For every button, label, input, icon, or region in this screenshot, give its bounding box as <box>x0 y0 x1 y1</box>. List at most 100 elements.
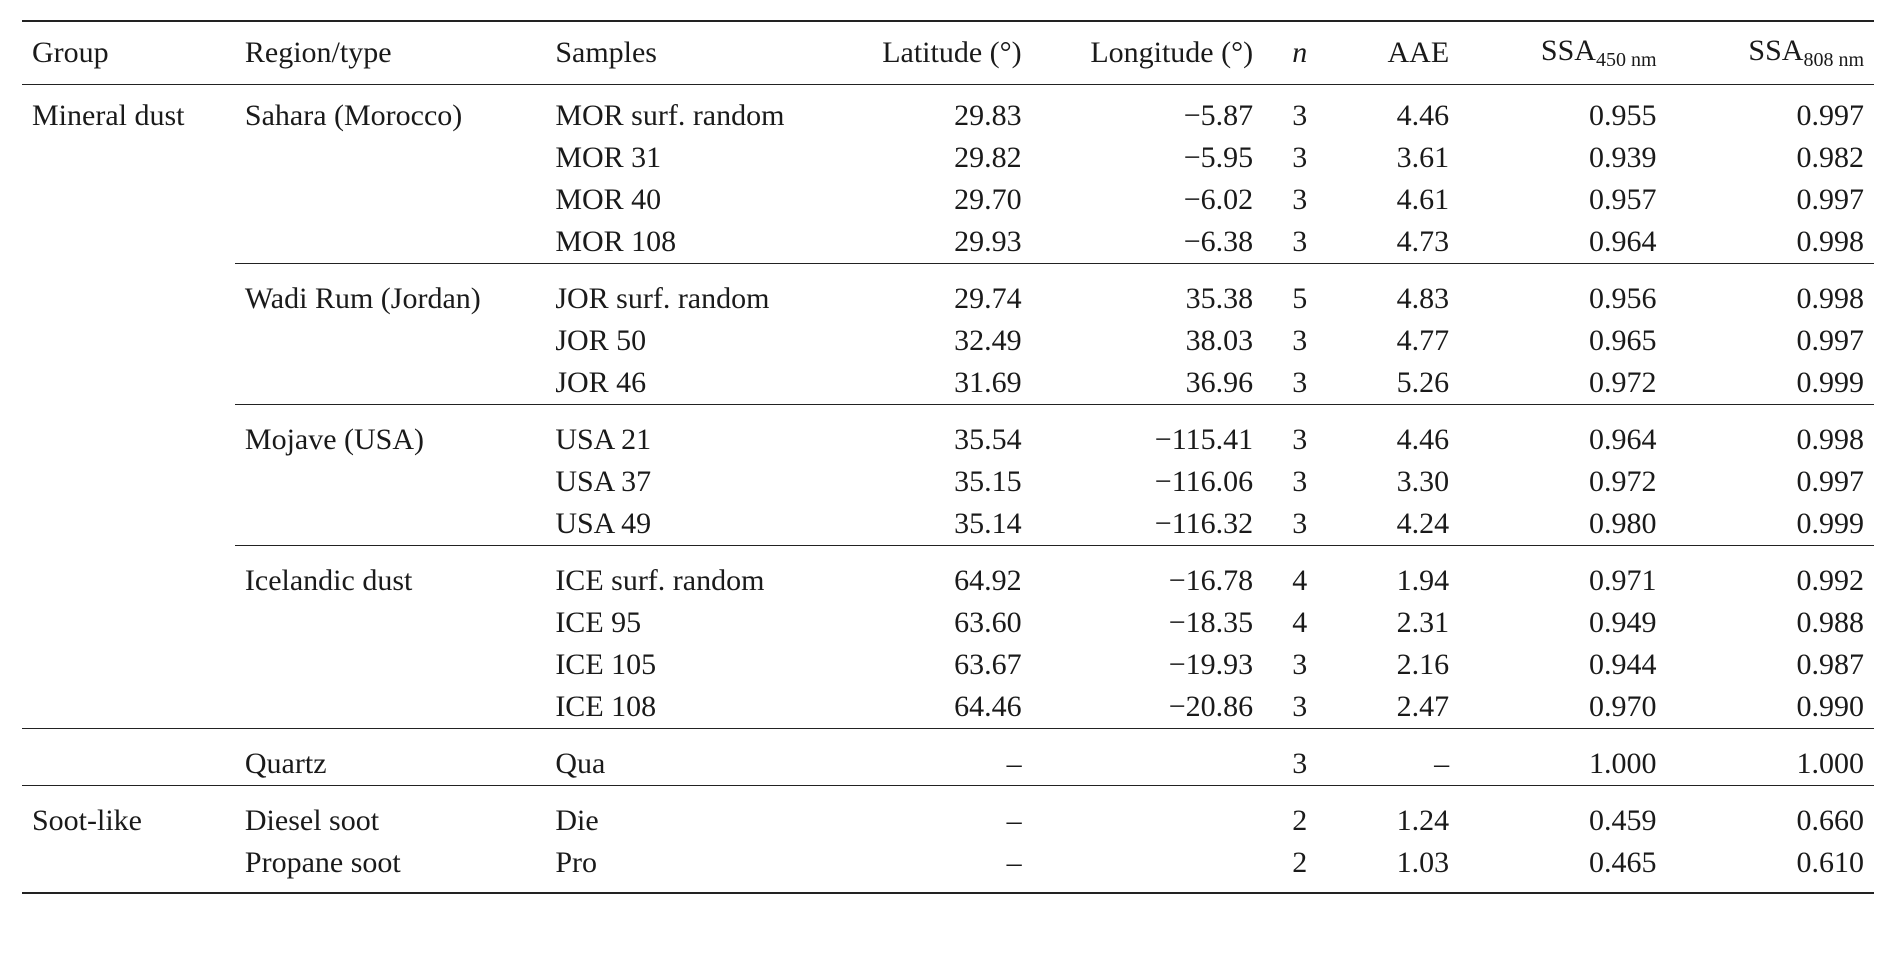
cell-region <box>235 221 545 264</box>
cell-ssa450: 0.956 <box>1459 263 1667 320</box>
header-row: Group Region/type Samples Latitude (°) L… <box>22 20 1874 85</box>
cell-aae: 4.83 <box>1336 263 1460 320</box>
cell-sample: Qua <box>545 728 821 786</box>
cell-ssa808: 0.610 <box>1666 842 1874 894</box>
cell-n: 2 <box>1263 785 1337 842</box>
cell-latitude: 31.69 <box>954 366 1022 399</box>
table-row: JOR 46 31.69 36.96 3 5.26 0.972 0.999 <box>22 362 1874 405</box>
cell-ssa450: 0.970 <box>1589 690 1657 723</box>
header-group: Group <box>22 20 235 85</box>
cell-region: Wadi Rum (Jordan) <box>234 263 546 320</box>
cell-aae: 4.61 <box>1396 183 1450 216</box>
table-row: MOR 108 29.93 −6.38 3 4.73 0.964 0.998 <box>22 221 1874 264</box>
cell-ssa450: 0.957 <box>1589 183 1657 216</box>
cell-n: 3 <box>1292 324 1308 357</box>
cell-longitude: −116.32 <box>1154 507 1254 540</box>
cell-region: Diesel soot <box>234 785 546 842</box>
cell-n: 3 <box>1292 366 1308 399</box>
cell-ssa808: 0.997 <box>1796 324 1865 357</box>
cell-region <box>235 320 545 362</box>
cell-aae: 1.24 <box>1336 785 1460 842</box>
table-row: Wadi Rum (Jordan) JOR surf. random 29.74… <box>22 263 1874 321</box>
cell-region <box>235 644 545 686</box>
cell-latitude: 32.49 <box>954 324 1022 357</box>
cell-region <box>235 137 545 179</box>
cell-ssa808: 0.992 <box>1666 545 1874 602</box>
cell-ssa450: 0.955 <box>1589 99 1657 132</box>
table-row: ICE 95 63.60 −18.35 4 2.31 0.949 0.988 <box>22 602 1874 644</box>
cell-group <box>22 137 235 179</box>
cell-ssa450: 0.980 <box>1589 507 1657 540</box>
cell-ssa808: 0.988 <box>1796 606 1865 639</box>
cell-ssa808: 1.000 <box>1666 728 1874 786</box>
cell-group <box>22 362 235 405</box>
cell-n: 5 <box>1263 263 1337 320</box>
cell-latitude: 63.67 <box>954 648 1022 681</box>
table-row: USA 49 35.14 −116.32 3 4.24 0.980 0.999 <box>22 503 1874 546</box>
table-row: ICE 105 63.67 −19.93 3 2.16 0.944 0.987 <box>22 644 1874 686</box>
cell-ssa450: 0.465 <box>1459 842 1667 894</box>
header-longitude: Longitude (°) <box>1031 20 1264 85</box>
cell-sample: ICE surf. random <box>545 545 821 602</box>
cell-group <box>22 221 235 264</box>
data-table-container: Group Region/type Samples Latitude (°) L… <box>22 20 1874 894</box>
cell-group <box>22 728 235 786</box>
cell-latitude: 29.83 <box>954 99 1022 132</box>
table-row: ICE 108 64.46 −20.86 3 2.47 0.970 0.990 <box>22 686 1874 729</box>
cell-n: 3 <box>1292 225 1308 258</box>
cell-group: Mineral dust <box>32 99 185 132</box>
table-row: MOR 31 29.82 −5.95 3 3.61 0.939 0.982 <box>22 137 1874 179</box>
cell-aae: 1.94 <box>1336 545 1460 602</box>
cell-ssa808: 0.997 <box>1796 99 1865 132</box>
cell-latitude: 29.74 <box>820 263 1032 320</box>
cell-group <box>22 461 235 503</box>
header-samples: Samples <box>545 20 821 85</box>
cell-group <box>22 503 235 546</box>
cell-aae: 2.47 <box>1396 690 1450 723</box>
table-row: MOR 40 29.70 −6.02 3 4.61 0.957 0.997 <box>22 179 1874 221</box>
cell-ssa450: 0.971 <box>1459 545 1667 602</box>
cell-aae: 4.46 <box>1336 404 1460 461</box>
cell-sample: JOR 50 <box>555 324 647 357</box>
cell-latitude: – <box>820 728 1032 786</box>
header-ssa808: SSA808 nm <box>1666 20 1874 85</box>
cell-region <box>235 503 545 546</box>
cell-sample: ICE 105 <box>555 648 657 681</box>
cell-region <box>235 461 545 503</box>
cell-ssa808: 0.999 <box>1796 507 1865 540</box>
cell-ssa450: 0.459 <box>1459 785 1667 842</box>
cell-sample: MOR 108 <box>555 225 677 258</box>
cell-aae: – <box>1336 728 1460 786</box>
table-row: Mineral dust Sahara (Morocco) MOR surf. … <box>22 85 1874 138</box>
cell-region <box>235 602 545 644</box>
cell-group <box>22 179 235 221</box>
cell-region: Mojave (USA) <box>234 404 546 461</box>
cell-sample: Die <box>545 785 821 842</box>
cell-group <box>22 264 235 321</box>
cell-aae: 4.73 <box>1396 225 1450 258</box>
cell-latitude: 35.54 <box>820 404 1032 461</box>
header-region: Region/type <box>234 20 546 85</box>
cell-aae: 4.46 <box>1396 99 1450 132</box>
cell-longitude <box>1031 728 1264 786</box>
cell-group <box>22 842 235 894</box>
header-latitude: Latitude (°) <box>820 20 1032 85</box>
cell-ssa450: 0.964 <box>1589 225 1657 258</box>
table-row: Icelandic dust ICE surf. random 64.92 −1… <box>22 545 1874 602</box>
cell-sample: Pro <box>545 842 821 894</box>
cell-longitude: 36.96 <box>1185 366 1254 399</box>
cell-latitude: 63.60 <box>954 606 1022 639</box>
cell-n: 4 <box>1263 545 1337 602</box>
header-n: n <box>1263 20 1337 85</box>
cell-longitude: 38.03 <box>1185 324 1254 357</box>
cell-aae: 1.03 <box>1336 842 1460 894</box>
cell-longitude <box>1031 842 1264 894</box>
cell-aae: 4.24 <box>1396 507 1450 540</box>
data-table: Group Region/type Samples Latitude (°) L… <box>22 20 1874 894</box>
cell-ssa808: 0.997 <box>1796 183 1865 216</box>
cell-ssa450: 0.949 <box>1589 606 1657 639</box>
table-row: Quartz Qua – 3 – 1.000 1.000 <box>22 728 1874 786</box>
cell-latitude: 35.14 <box>954 507 1022 540</box>
cell-longitude: −6.38 <box>1183 225 1254 258</box>
cell-longitude: −18.35 <box>1168 606 1254 639</box>
